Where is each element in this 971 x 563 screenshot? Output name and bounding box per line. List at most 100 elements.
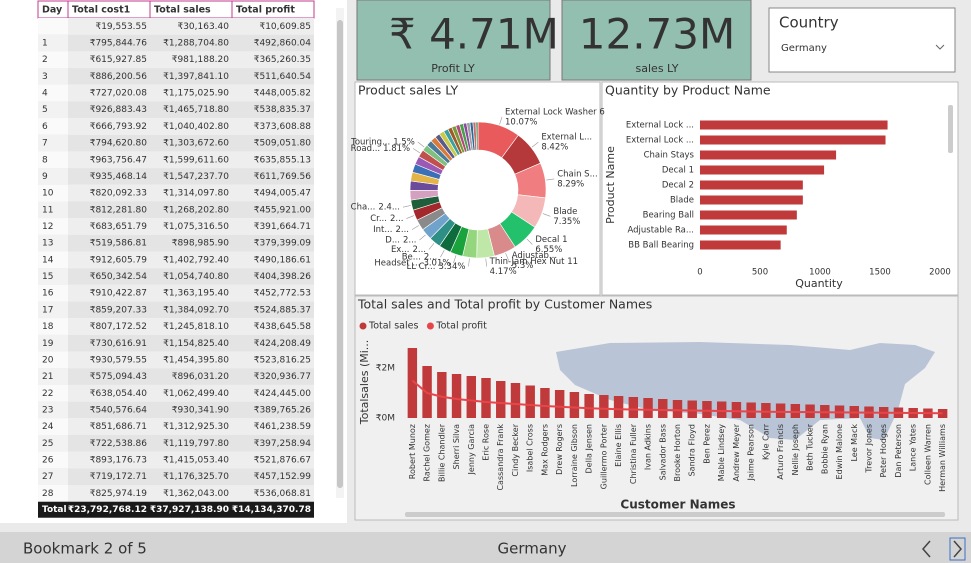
bar — [510, 383, 521, 418]
table-cell: ₹494,005.47 — [254, 189, 311, 199]
scrollbar[interactable] — [948, 105, 953, 153]
slice-label: External L... — [541, 133, 592, 143]
x-tick-label: Salvador Bass — [658, 424, 667, 480]
x-tick-label: Rachel Gomez — [423, 424, 432, 481]
table-cell: ₹820,092.33 — [90, 189, 147, 199]
x-tick-label: Ben Perez — [702, 424, 711, 464]
bar — [613, 396, 624, 418]
day-cell — [38, 334, 68, 352]
bar — [761, 403, 771, 418]
table-cell: ₹893,176.73 — [90, 456, 147, 466]
bar — [700, 225, 787, 235]
table-cell: ₹650,342.54 — [90, 272, 148, 282]
leader-line — [406, 215, 415, 219]
day-cell — [38, 118, 68, 135]
table-row — [38, 284, 314, 302]
table-cell: ₹424,208.49 — [254, 339, 312, 349]
table-cell: ₹404,398.26 — [254, 272, 312, 282]
table-cell: 15 — [42, 272, 53, 282]
card — [561, 0, 752, 81]
leader-line — [485, 258, 487, 267]
slice-value: 6.55% — [535, 245, 562, 255]
x-tick-label: Brooke Horton — [673, 424, 682, 482]
table-cell: ₹438,645.58 — [254, 322, 312, 332]
bar — [700, 150, 837, 160]
dropdown-arrow[interactable] — [935, 44, 945, 50]
scrollbar-thumb[interactable] — [337, 20, 343, 488]
table-cell: ₹379,399.09 — [254, 239, 312, 249]
day-cell — [38, 218, 68, 235]
table-cell: ₹536,068.81 — [254, 489, 311, 499]
x-tick-label: Nellie Joseph — [791, 424, 800, 476]
table-cell: ₹886,200.56 — [90, 72, 148, 82]
table-cell: 27 — [42, 472, 53, 482]
table-row — [38, 51, 314, 69]
bar — [700, 180, 803, 190]
x-tick-label: Drew Rogers — [555, 424, 564, 475]
card — [356, 0, 551, 81]
table-row — [38, 418, 314, 435]
table-row — [38, 84, 314, 102]
table-cell: 21 — [42, 372, 53, 382]
day-cell — [38, 201, 68, 219]
day-cell — [38, 418, 68, 435]
slice-label: Headset ... — [374, 258, 420, 268]
table-cell: ₹812,281.80 — [90, 205, 148, 215]
table-row — [38, 318, 314, 335]
slice-label: Thin-Jam Hex Nut 11 — [489, 257, 578, 267]
table-cell: ₹492,860.04 — [254, 39, 312, 49]
day-cell — [38, 468, 68, 486]
x-tick-label: 2000 — [929, 268, 951, 278]
y-axis-title: Product Name — [604, 146, 617, 224]
table-cell: ₹930,579.55 — [90, 355, 147, 365]
bar — [672, 400, 683, 418]
slice-label: Road... — [351, 144, 380, 154]
table-cell: ₹1,465,718.80 — [163, 105, 229, 115]
leader-line — [402, 205, 411, 208]
x-tick-label: Lorraine Gibson — [570, 424, 579, 487]
table-cell: 14 — [42, 255, 54, 265]
leader-line — [526, 238, 533, 245]
bar — [700, 195, 803, 205]
bar — [554, 390, 565, 418]
y-tick-label: BB Ball Bearing — [628, 241, 694, 251]
table-row — [38, 184, 314, 202]
scrollbar[interactable] — [405, 512, 945, 517]
card-value: 12.73M — [579, 10, 735, 59]
x-tick-label: Isabel Cross — [526, 424, 535, 472]
bar — [628, 397, 639, 418]
legend-label: Total profit — [435, 321, 487, 332]
slice-label: 3.01% — [423, 258, 450, 268]
table-cell: ₹896,031.20 — [172, 372, 230, 382]
x-tick-label: Jaime Pearson — [747, 424, 756, 482]
leader-line — [505, 253, 510, 261]
table-row — [38, 301, 314, 319]
bar — [700, 165, 825, 175]
x-tick-label: 500 — [752, 268, 768, 278]
slice-label: Blade — [553, 207, 577, 217]
table-cell: ₹1,062,499.40 — [163, 389, 229, 399]
y-tick-label: Bearing Ball — [643, 211, 694, 221]
table-cell: ₹1,040,402.80 — [163, 122, 229, 132]
y-tick-label: Chain Stays — [644, 151, 695, 161]
slice-label: Cr... — [370, 214, 387, 224]
leader-line — [542, 213, 551, 217]
table-cell: 28 — [42, 489, 54, 499]
day-cell — [38, 168, 68, 185]
bar — [407, 348, 418, 418]
x-tick-label: Edwin Malone — [835, 424, 844, 480]
day-cell — [38, 51, 68, 69]
slicer-value[interactable]: Germany — [781, 43, 827, 54]
slice-value: 7.35% — [553, 217, 580, 227]
table-cell: ₹461,238.59 — [254, 422, 312, 432]
table-cell: 18 — [42, 322, 54, 332]
table-cell: ₹825,974.19 — [90, 489, 148, 499]
slice-label: Be... — [402, 253, 421, 263]
leader-line — [412, 148, 421, 154]
next-arrow[interactable] — [953, 540, 962, 558]
day-cell — [38, 401, 68, 419]
x-tick-label: 0 — [697, 268, 702, 278]
next-button[interactable] — [949, 537, 966, 561]
prev-button[interactable] — [922, 540, 931, 558]
table-cell: ₹373,608.88 — [254, 122, 312, 132]
